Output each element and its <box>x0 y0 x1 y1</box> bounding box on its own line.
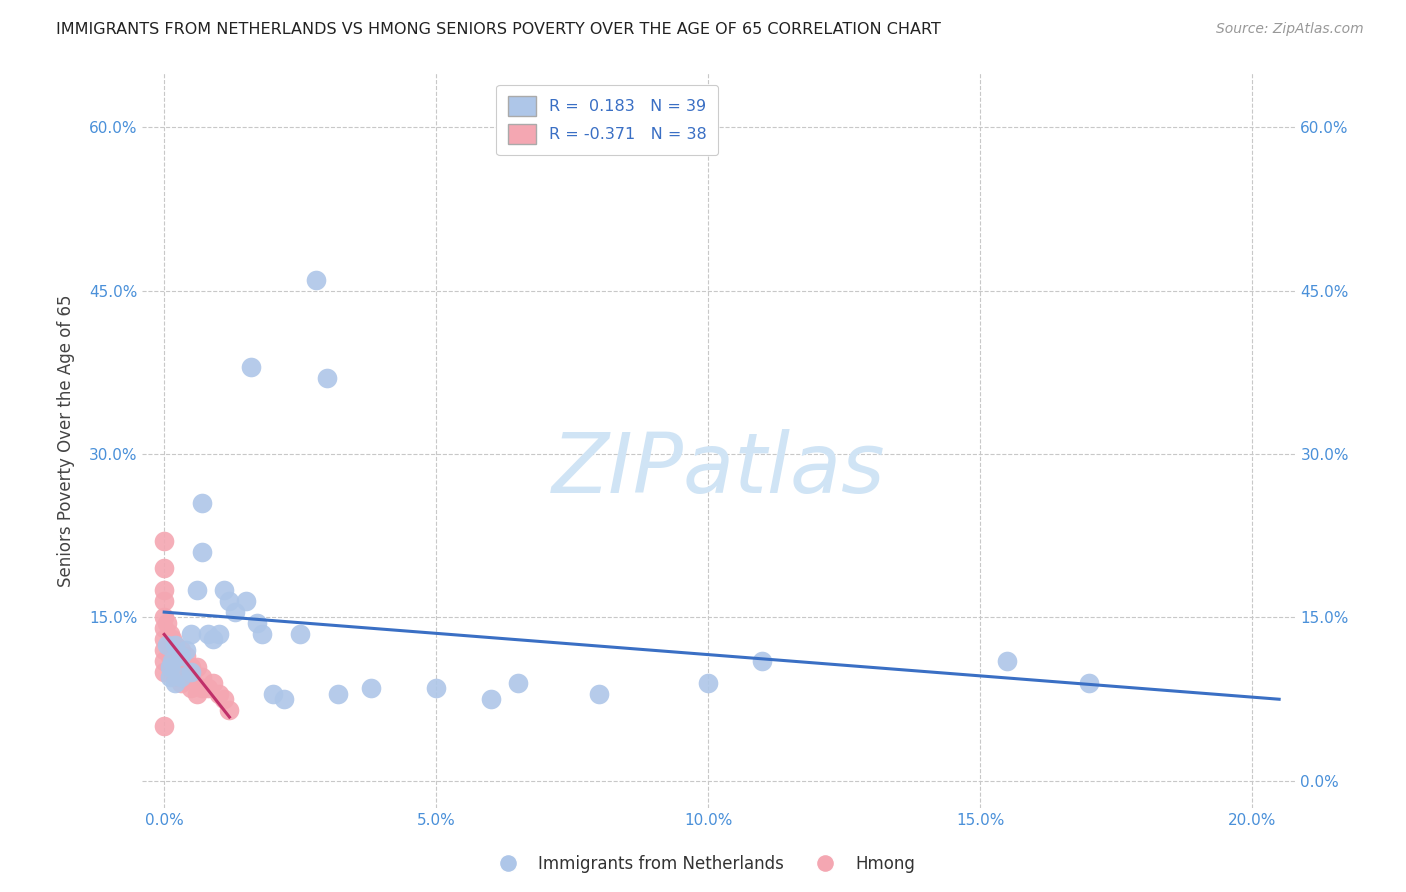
Point <box>159 638 181 652</box>
Point <box>262 687 284 701</box>
Point <box>165 659 187 673</box>
Point <box>165 638 187 652</box>
Point <box>246 615 269 630</box>
Legend: R =  0.183   N = 39, R = -0.371   N = 38: R = 0.183 N = 39, R = -0.371 N = 38 <box>496 85 718 155</box>
Point <box>224 605 246 619</box>
Point <box>250 627 273 641</box>
Point <box>165 676 187 690</box>
Point <box>153 632 176 647</box>
Point <box>156 638 179 652</box>
Point <box>218 703 240 717</box>
Point <box>153 561 176 575</box>
Point <box>425 681 447 696</box>
Point <box>169 648 191 663</box>
Point <box>165 638 187 652</box>
Point <box>207 687 229 701</box>
Point <box>174 648 197 663</box>
Point <box>751 654 773 668</box>
Point <box>169 670 191 684</box>
Point <box>169 665 191 679</box>
Point <box>159 648 181 663</box>
Point <box>153 594 176 608</box>
Point <box>180 659 202 673</box>
Point <box>240 359 263 374</box>
Point <box>153 534 176 549</box>
Text: ZIPatlas: ZIPatlas <box>553 429 886 510</box>
Point <box>180 627 202 641</box>
Point <box>153 665 176 679</box>
Point <box>180 670 202 684</box>
Point <box>212 583 235 598</box>
Point <box>273 692 295 706</box>
Point <box>153 610 176 624</box>
Point <box>207 627 229 641</box>
Point <box>191 670 214 684</box>
Point <box>186 583 208 598</box>
Point <box>153 719 176 733</box>
Point <box>153 583 176 598</box>
Point <box>328 687 350 701</box>
Point <box>218 594 240 608</box>
Point <box>212 692 235 706</box>
Point <box>697 676 720 690</box>
Point <box>316 371 339 385</box>
Point <box>186 687 208 701</box>
Point <box>180 681 202 696</box>
Point <box>165 670 187 684</box>
Point <box>159 670 181 684</box>
Point <box>288 627 311 641</box>
Point <box>169 654 191 668</box>
Point <box>162 632 184 647</box>
Point <box>191 681 214 696</box>
Point <box>305 273 328 287</box>
Point <box>588 687 610 701</box>
Point <box>186 659 208 673</box>
Point <box>191 496 214 510</box>
Point <box>202 676 225 690</box>
Point <box>1077 676 1099 690</box>
Point <box>202 632 225 647</box>
Point <box>174 643 197 657</box>
Point <box>174 665 197 679</box>
Point <box>153 643 176 657</box>
Point <box>169 643 191 657</box>
Point <box>159 627 181 641</box>
Legend: Immigrants from Netherlands, Hmong: Immigrants from Netherlands, Hmong <box>484 848 922 880</box>
Point <box>180 665 202 679</box>
Text: IMMIGRANTS FROM NETHERLANDS VS HMONG SENIORS POVERTY OVER THE AGE OF 65 CORRELAT: IMMIGRANTS FROM NETHERLANDS VS HMONG SEN… <box>56 22 941 37</box>
Point <box>360 681 382 696</box>
Point <box>169 676 191 690</box>
Point <box>479 692 502 706</box>
Point <box>156 615 179 630</box>
Point <box>506 676 529 690</box>
Point <box>197 681 219 696</box>
Point <box>197 627 219 641</box>
Point <box>165 648 187 663</box>
Point <box>153 621 176 635</box>
Point <box>153 654 176 668</box>
Text: Source: ZipAtlas.com: Source: ZipAtlas.com <box>1216 22 1364 37</box>
Point <box>995 654 1018 668</box>
Y-axis label: Seniors Poverty Over the Age of 65: Seniors Poverty Over the Age of 65 <box>58 294 75 587</box>
Point <box>162 654 184 668</box>
Point <box>159 659 181 673</box>
Point <box>191 545 214 559</box>
Point <box>235 594 257 608</box>
